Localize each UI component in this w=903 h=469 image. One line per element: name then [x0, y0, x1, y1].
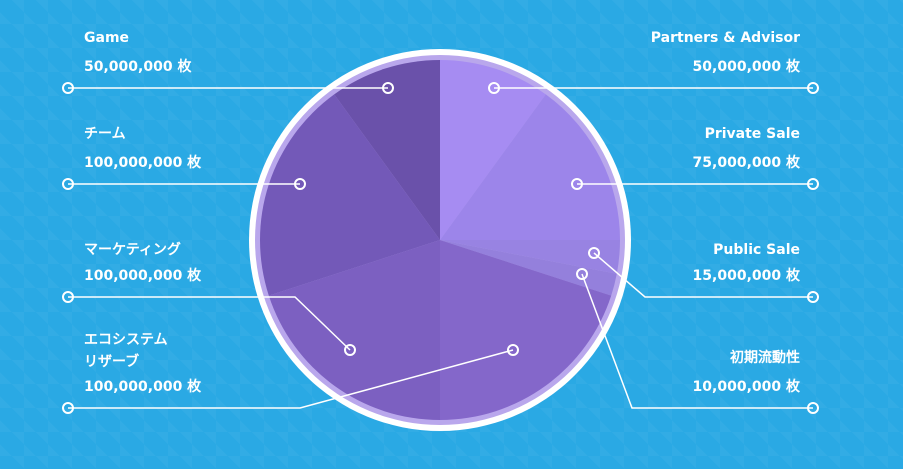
pie-slice — [268, 240, 440, 420]
leader-dot — [62, 178, 74, 190]
leader-dot — [344, 344, 356, 356]
leader-dot — [62, 82, 74, 94]
pie-slice — [440, 240, 620, 274]
category-label: Public Sale — [713, 242, 800, 258]
category-label: マーケティング — [84, 242, 181, 258]
leader-dot — [807, 402, 819, 414]
leader-line — [593, 252, 813, 298]
pie-slice — [334, 60, 440, 240]
leader-line — [581, 273, 813, 409]
category-label: 初期流動性 — [730, 350, 800, 366]
leader-dot — [807, 178, 819, 190]
leader-dot — [488, 82, 500, 94]
value-label: 50,000,000 枚 — [692, 59, 800, 75]
value-label: 50,000,000 枚 — [84, 59, 192, 75]
value-label: 100,000,000 枚 — [84, 155, 202, 171]
leader-dot — [571, 178, 583, 190]
value-label: 100,000,000 枚 — [84, 379, 202, 395]
category-label: Private Sale — [704, 126, 800, 142]
category-label: Partners & Advisor — [650, 30, 800, 46]
value-label: 15,000,000 枚 — [692, 268, 800, 284]
category-label: エコシステム リザーブ — [84, 332, 168, 370]
pie-slice — [440, 240, 617, 296]
leader-dot — [62, 291, 74, 303]
leader-dot — [807, 82, 819, 94]
leader-dot — [62, 402, 74, 414]
pie-slice — [259, 94, 440, 296]
leader-dot — [588, 247, 600, 259]
leader-dot — [507, 344, 519, 356]
category-label: Game — [84, 30, 130, 46]
pie-slice — [440, 240, 612, 420]
value-label: 100,000,000 枚 — [84, 268, 202, 284]
leader-dot — [807, 291, 819, 303]
value-label: 10,000,000 枚 — [692, 379, 800, 395]
leader-line — [68, 296, 351, 351]
leader-dot — [576, 268, 588, 280]
pie-slice — [440, 60, 546, 240]
leader-dot — [294, 178, 306, 190]
value-label: 75,000,000 枚 — [692, 155, 800, 171]
pie-slice — [440, 94, 620, 240]
leader-dot — [382, 82, 394, 94]
leader-line — [68, 349, 514, 409]
category-label: チーム — [84, 126, 126, 142]
